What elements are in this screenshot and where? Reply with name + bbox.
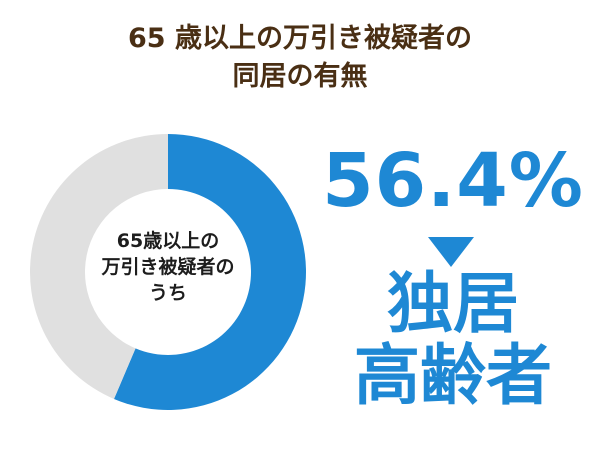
donut-chart xyxy=(30,134,306,410)
result-line-2: 高齢者 xyxy=(354,337,552,414)
chart-title: 65 歳以上の万引き被疑者の 同居の有無 xyxy=(0,20,600,96)
donut-slice-highlight xyxy=(113,134,306,410)
donut-center-line-3: うち xyxy=(148,282,187,304)
percent-callout: 56.4% xyxy=(322,138,584,224)
chart-title-line-1: 65 歳以上の万引き被疑者の xyxy=(128,23,472,54)
donut-center-line-2: 万引き被疑者の xyxy=(101,256,235,278)
donut-slices xyxy=(30,134,306,410)
donut-center-label: 65歳以上の 万引き被疑者の うち xyxy=(88,228,248,306)
donut-center-line-1: 65歳以上の xyxy=(116,230,220,252)
chart-title-line-2: 同居の有無 xyxy=(232,61,368,92)
result-line-1: 独居 xyxy=(387,265,519,342)
donut-slice-remainder xyxy=(30,134,168,399)
down-arrow-icon xyxy=(428,237,474,267)
result-label: 独居 高齢者 xyxy=(318,268,588,412)
